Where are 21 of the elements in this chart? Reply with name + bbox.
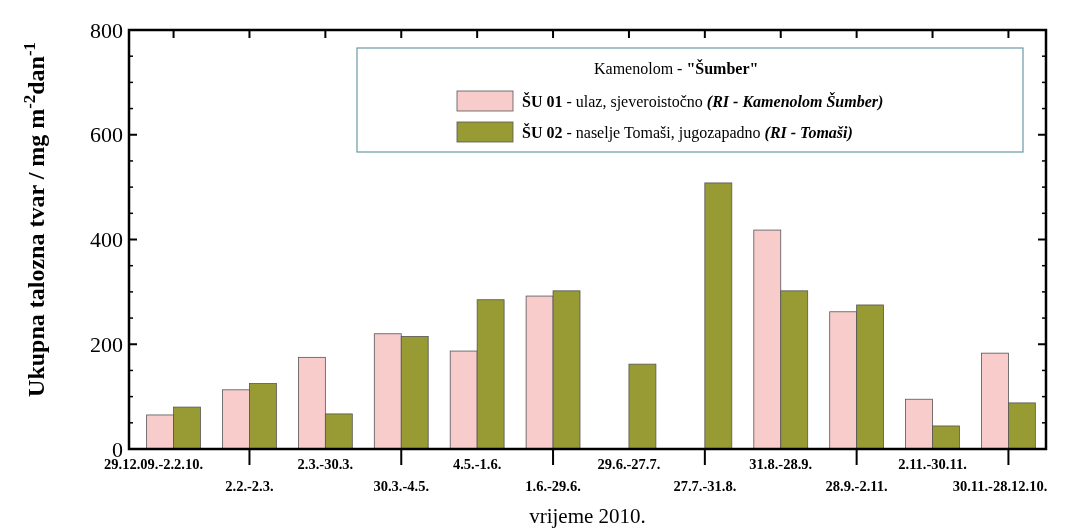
legend-label: ŠU 02 - naselje Tomaši, jugozapadno (RI - Tomaši) [522, 122, 853, 142]
legend-label: ŠU 01 - ulaz, sjeveroistočno (RI - Kamenolom Šumber) [522, 91, 884, 111]
y-tick-label: 200 [90, 331, 123, 357]
x-axis-title: vrijeme 2010. [529, 504, 646, 528]
x-tick-label: 29.6.-27.7. [597, 456, 661, 472]
bar [628, 363, 657, 450]
legend-title: Kamenolom - "Šumber" [594, 59, 759, 77]
y-tick-label: 800 [90, 17, 123, 43]
x-tick-label: 2.2.-2.3. [225, 478, 274, 494]
x-tick-label: 30.3.-4.5. [373, 478, 430, 494]
x-tick-label: 30.11.-28.12.10. [952, 478, 1048, 494]
bar [704, 182, 733, 450]
y-tick-label: 400 [90, 227, 123, 253]
x-tick-label: 31.8.-28.9. [749, 456, 813, 472]
x-tick-label: 1.6.-29.6. [525, 478, 581, 494]
x-tick-label: 4.5.-1.6. [452, 456, 502, 472]
y-tick-label: 600 [90, 122, 123, 148]
x-tick-label: 2.3.-30.3. [297, 456, 354, 472]
x-tick-label: 27.7.-31.8. [673, 478, 737, 494]
x-tick-label: 28.9.-2.11. [825, 478, 888, 494]
x-tick-label: 2.11.-30.11. [898, 456, 967, 472]
